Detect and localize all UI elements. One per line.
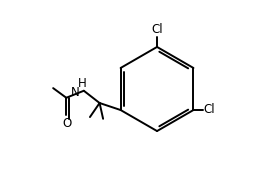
Text: H: H <box>78 77 86 90</box>
Text: O: O <box>62 117 72 130</box>
Text: Cl: Cl <box>151 23 163 36</box>
Text: N: N <box>71 86 79 99</box>
Text: Cl: Cl <box>204 103 215 116</box>
